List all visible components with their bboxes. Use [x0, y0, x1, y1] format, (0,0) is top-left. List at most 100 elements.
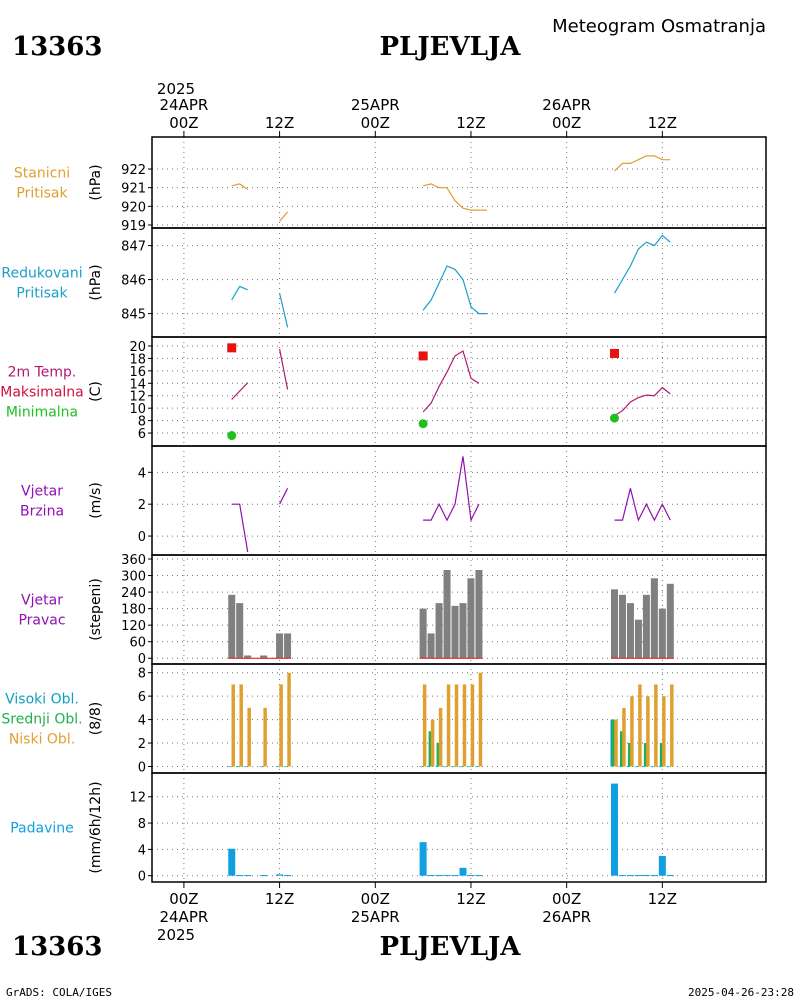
ytick-label: 14 — [129, 377, 146, 392]
series-line — [422, 265, 487, 315]
wind-dir-bar — [650, 578, 658, 659]
panel-label: Minimalna — [6, 405, 78, 421]
panel-label: Brzina — [20, 504, 64, 520]
date-label: 25APR — [351, 96, 400, 114]
data-layer — [231, 155, 671, 222]
precip-bar — [610, 783, 618, 876]
series-line — [422, 350, 480, 413]
date-label: 24APR — [159, 96, 208, 114]
ytick-label: 16 — [129, 365, 146, 380]
wind-dir-bar — [451, 605, 459, 659]
ytick-label: 4 — [138, 466, 146, 481]
time-label: 12Z — [265, 114, 294, 132]
precip-bar — [650, 875, 658, 877]
cloud-bar — [659, 743, 663, 767]
precip-bar — [475, 875, 483, 877]
panel-frame — [151, 554, 767, 665]
panel-label: Pritisak — [16, 286, 68, 302]
wind-dir-bar — [610, 589, 618, 659]
panel-cloud_cover: 0 2 4 6 8 (8/8) Visoki Obl. Srednji Obl. Niski O… — [1, 663, 767, 775]
cloud-bar — [476, 766, 480, 768]
cloud-bar — [430, 719, 435, 767]
cloud-bar — [245, 766, 249, 768]
time-label: 12Z — [456, 890, 485, 908]
cloud-bar — [285, 766, 289, 768]
data-layer — [227, 672, 674, 768]
panel-label: Stanicni — [14, 166, 70, 182]
cloud-bar — [420, 766, 424, 768]
unit-label: (C) — [88, 381, 104, 402]
ytick-label: 0 — [138, 530, 146, 545]
cloud-bar — [452, 766, 456, 768]
unit-label: (stepeni) — [88, 578, 104, 641]
cloud-bar — [239, 684, 243, 767]
wind-dir-bar — [626, 603, 634, 659]
wind-dir-bar — [467, 578, 475, 659]
panel-station_pressure: 919 920 921 922 (hPa) Stanicni Pritisak — [14, 136, 767, 234]
cloud-bar — [428, 731, 432, 767]
top-year: 2025 — [157, 80, 195, 98]
panel-frame — [151, 227, 767, 338]
cloud-bar — [247, 707, 251, 767]
cloud-bar — [614, 719, 618, 767]
series-line — [279, 348, 289, 390]
cloud-bar — [630, 696, 634, 767]
ytick-label: 12 — [129, 791, 146, 806]
data-layer — [231, 456, 671, 553]
ytick-label: 0 — [138, 652, 146, 667]
cloud-bar — [627, 743, 631, 767]
cloud-bar — [277, 766, 281, 768]
station-id-top: 13363 — [12, 32, 102, 62]
precip-bar — [467, 875, 475, 877]
data-layer — [228, 570, 674, 659]
ytick-label: 300 — [121, 570, 146, 585]
cloud-bar — [468, 766, 472, 768]
panel-label: Pravac — [18, 613, 65, 629]
series-line — [614, 155, 671, 172]
panel-wind_speed: 0 2 4 (m/s) Vjetar Brzina — [20, 445, 767, 556]
cloud-bar — [638, 684, 642, 767]
cloud-bar — [667, 766, 671, 768]
cloud-bar — [446, 684, 451, 767]
panel-precipitation: 0 4 8 12 (mm/6h/12h) Padavine — [10, 772, 767, 885]
wind-dir-bar — [427, 633, 435, 659]
series-line — [231, 285, 248, 301]
cloud-bar — [635, 766, 639, 768]
max-temp-marker — [227, 343, 237, 353]
wind-dir-bar — [260, 655, 268, 659]
series-line — [231, 183, 249, 190]
product-title: Meteogram Osmatranja — [552, 16, 766, 37]
panel-label: Redukovani — [1, 266, 82, 282]
series-line — [614, 386, 671, 417]
ytick-label: 180 — [121, 603, 146, 618]
cloud-bar — [622, 707, 626, 767]
time-label: 12Z — [265, 890, 294, 908]
ytick-label: 8 — [138, 667, 146, 682]
cloud-bar — [460, 766, 464, 768]
precip-bar — [419, 842, 427, 876]
data-layer — [228, 783, 674, 877]
precip-bar — [666, 875, 674, 877]
precip-bar — [443, 875, 451, 877]
panel-frame — [151, 136, 767, 229]
panel-label: Visoki Obl. — [5, 692, 79, 708]
cloud-bar — [626, 766, 630, 768]
cloud-bar — [279, 684, 283, 767]
time-label: 00Z — [361, 114, 390, 132]
date-label: 25APR — [351, 908, 400, 926]
panel-label: Vjetar — [21, 593, 63, 609]
wind-dir-bar — [475, 570, 483, 659]
unit-label: (8/8) — [88, 702, 104, 735]
wind-dir-bar — [658, 608, 666, 659]
precip-bar — [634, 875, 642, 877]
wind-dir-bar — [244, 655, 252, 659]
time-label: 00Z — [169, 890, 198, 908]
ytick-label: 2 — [138, 737, 146, 752]
cloud-bar — [646, 696, 650, 767]
panel-reduced_pressure: 845 846 847 (hPa) Redukovani Pritisak — [1, 227, 767, 338]
panel-label: Srednji Obl. — [1, 712, 82, 728]
panel-label: 2m Temp. — [8, 365, 77, 381]
panel-label: Padavine — [10, 821, 74, 837]
